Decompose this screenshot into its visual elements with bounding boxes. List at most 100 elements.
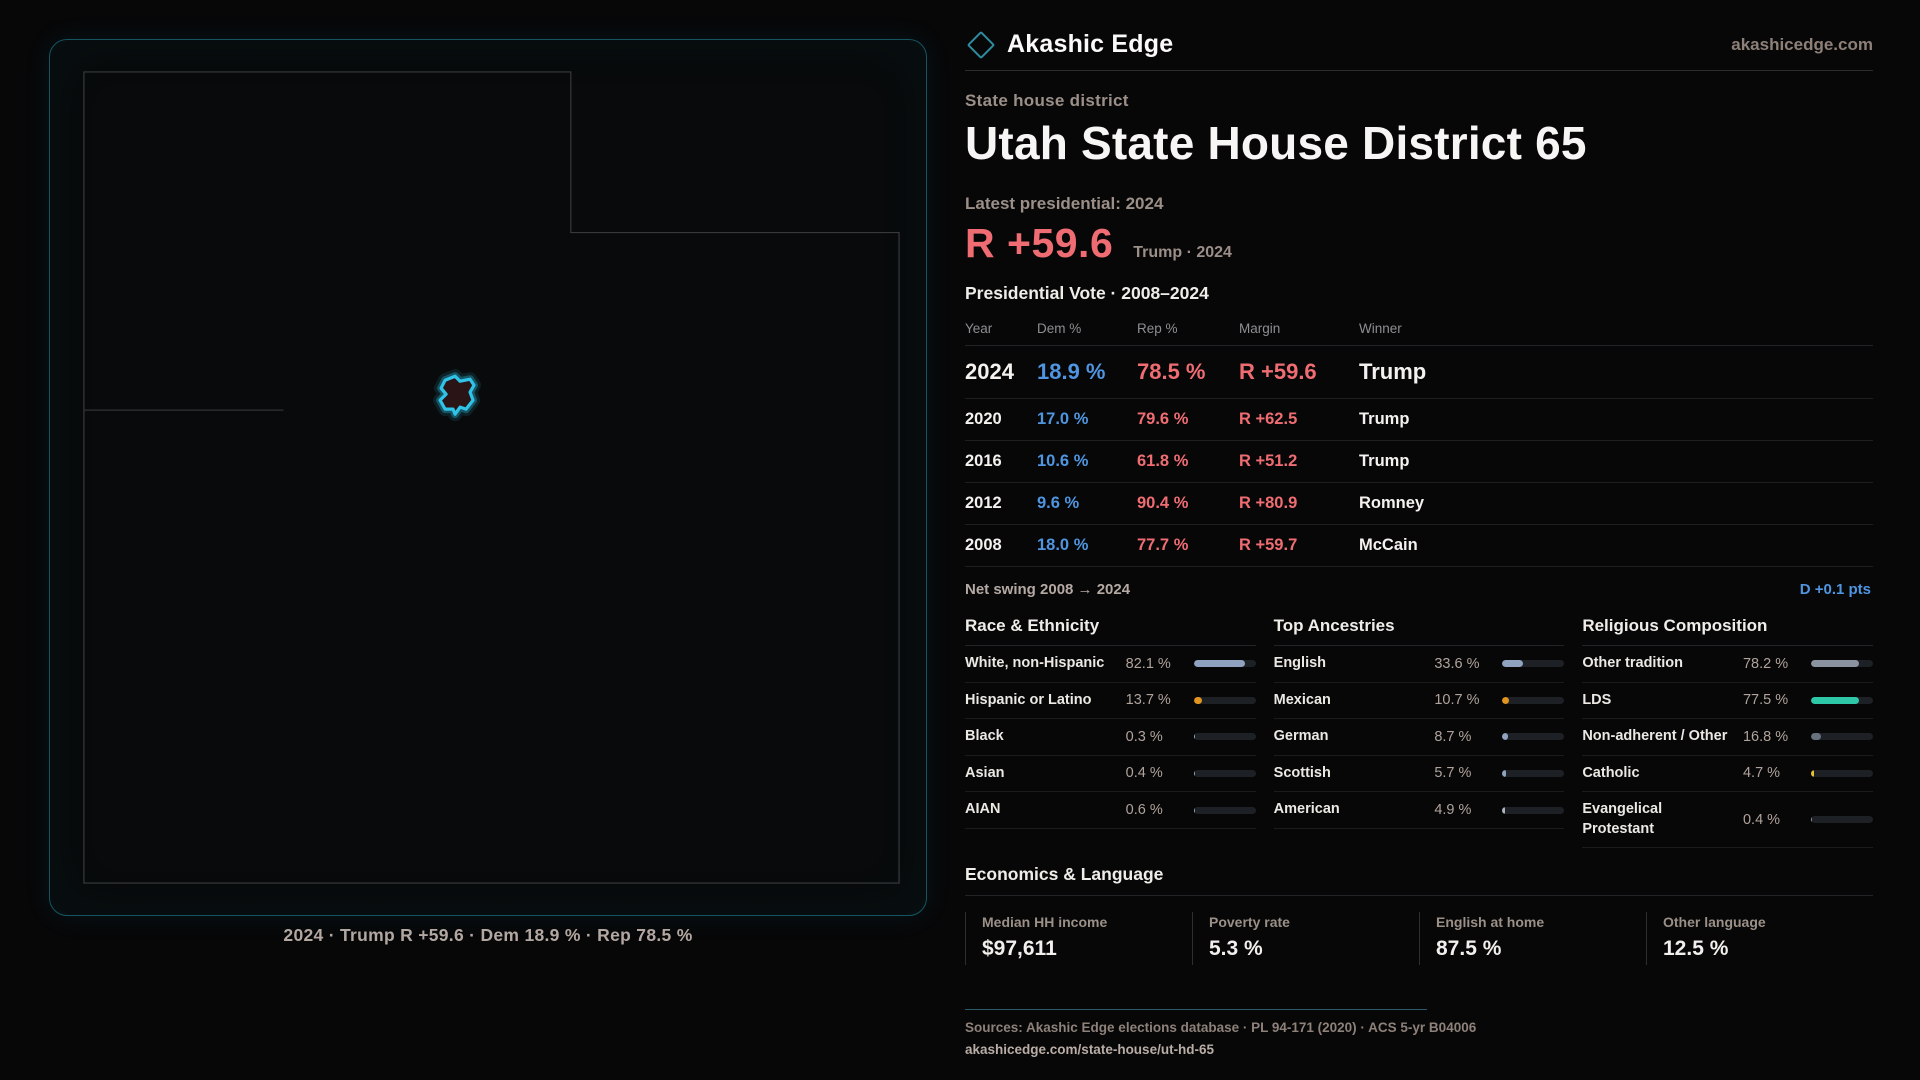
stat-bar <box>1502 806 1565 814</box>
col-winner: Winner <box>1359 321 1402 336</box>
race-ethnicity-column: Race & Ethnicity White, non-Hispanic 82.… <box>965 616 1256 848</box>
section-title: Religious Composition <box>1582 616 1873 646</box>
cell-year: 2020 <box>965 410 1002 428</box>
table-row-2020: 2020 17.0 % 79.6 % R +62.5 Trump <box>965 399 1873 441</box>
religious-composition-column: Religious Composition Other tradition 78… <box>1582 616 1873 849</box>
section-title: Top Ancestries <box>1273 616 1565 646</box>
stat-bar <box>1810 769 1873 777</box>
top-ancestries-column: Top Ancestries English 33.6 % Mexican 10… <box>1273 616 1565 848</box>
stat-bar <box>1193 733 1256 741</box>
vote-table-title: Presidential Vote · 2008–2024 <box>965 283 1209 303</box>
demo-row: German 8.7 % <box>1273 719 1565 756</box>
stat-bar <box>1502 660 1565 668</box>
stat-poverty-rate: Poverty rate 5.3 % <box>1192 912 1419 966</box>
stat-english-at-home: English at home 87.5 % <box>1419 912 1646 966</box>
table-row-2016: 2016 10.6 % 61.8 % R +51.2 Trump <box>965 441 1873 483</box>
cell-winner: Trump <box>1359 452 1410 470</box>
cell-rep: 90.4 % <box>1137 494 1189 512</box>
section-title: Race & Ethnicity <box>965 616 1256 646</box>
page-title: Utah State House District 65 <box>965 117 1587 169</box>
footer: Sources: Akashic Edge elections database… <box>965 1009 1873 1059</box>
demographics-section: Race & Ethnicity White, non-Hispanic 82.… <box>965 616 1873 849</box>
cell-rep: 79.6 % <box>1137 410 1189 428</box>
cell-year: 2008 <box>965 536 1002 554</box>
header-divider <box>965 70 1873 71</box>
cell-winner: Trump <box>1359 359 1427 384</box>
col-margin: Margin <box>1239 321 1281 336</box>
sources-line: Sources: Akashic Edge elections database… <box>965 1020 1477 1036</box>
stat-bar <box>1810 696 1873 704</box>
stat-bar <box>1810 816 1873 824</box>
cell-margin: R +59.7 <box>1239 536 1298 554</box>
cell-rep: 77.7 % <box>1137 536 1189 554</box>
table-row-2008: 2008 18.0 % 77.7 % R +59.7 McCain <box>965 525 1873 567</box>
col-year: Year <box>965 321 993 336</box>
footer-divider <box>965 1009 1427 1011</box>
stat-bar <box>1502 733 1565 741</box>
cell-winner: McCain <box>1359 536 1418 554</box>
col-dem: Dem % <box>1037 321 1082 336</box>
stat-bar <box>1810 733 1873 741</box>
brand-name: Akashic Edge <box>1007 30 1174 58</box>
cell-dem: 18.0 % <box>1037 536 1089 554</box>
economics-title: Economics & Language <box>965 864 1873 897</box>
net-swing-label: Net swing 2008 → 2024 <box>965 581 1131 598</box>
detail-panel: Akashic Edge akashicedge.com State house… <box>965 0 1873 1059</box>
table-row-2012: 2012 9.6 % 90.4 % R +80.9 Romney <box>965 483 1873 525</box>
cell-margin: R +62.5 <box>1239 410 1298 428</box>
cell-margin: R +51.2 <box>1239 452 1298 470</box>
cell-winner: Romney <box>1359 494 1425 512</box>
stat-bar <box>1502 769 1565 777</box>
cell-year: 2016 <box>965 452 1002 470</box>
utah-map <box>83 71 900 884</box>
latest-presidential-label: Latest presidential: 2024 <box>965 194 1164 213</box>
district-65-shape <box>433 369 482 422</box>
table-row-2024: 2024 18.9 % 78.5 % R +59.6 Trump <box>965 346 1873 399</box>
cell-dem: 18.9 % <box>1037 359 1106 384</box>
demo-row: White, non-Hispanic 82.1 % <box>965 646 1256 683</box>
demo-row: Catholic 4.7 % <box>1582 756 1873 793</box>
stat-median-hh-income: Median HH income $97,611 <box>965 912 1192 966</box>
demo-row: Scottish 5.7 % <box>1273 756 1565 793</box>
cell-margin: R +80.9 <box>1239 494 1298 512</box>
cell-dem: 17.0 % <box>1037 410 1089 428</box>
stat-bar <box>1193 660 1256 668</box>
stat-bar <box>1193 806 1256 814</box>
demo-row: American 4.9 % <box>1273 792 1565 829</box>
presidential-vote-table: Year Dem % Rep % Margin Winner 2024 18.9… <box>965 314 1873 567</box>
cell-dem: 10.6 % <box>1037 452 1089 470</box>
brand-domain-link[interactable]: akashicedge.com <box>1731 34 1873 54</box>
cell-margin: R +59.6 <box>1239 359 1317 384</box>
stat-bar <box>1193 696 1256 704</box>
utah-outline <box>83 71 900 884</box>
headline-margin: R +59.6 <box>965 220 1114 266</box>
header: Akashic Edge akashicedge.com <box>965 0 1873 59</box>
demo-row: Mexican 10.7 % <box>1273 683 1565 720</box>
demo-row: Non-adherent / Other 16.8 % <box>1582 719 1873 756</box>
cell-rep: 78.5 % <box>1137 359 1206 384</box>
stat-bar <box>1502 696 1565 704</box>
stat-other-language: Other language 12.5 % <box>1646 912 1873 966</box>
demo-row: LDS 77.5 % <box>1582 683 1873 720</box>
diamond-logo-icon <box>966 30 996 59</box>
col-rep: Rep % <box>1137 321 1178 336</box>
demo-row: Asian 0.4 % <box>965 756 1256 793</box>
cell-dem: 9.6 % <box>1037 494 1080 512</box>
headline-margin-row: R +59.6 Trump · 2024 <box>965 220 1873 267</box>
cell-year: 2024 <box>965 359 1014 384</box>
economics-stats: Median HH income $97,611 Poverty rate 5.… <box>965 912 1873 966</box>
cell-rep: 61.8 % <box>1137 452 1189 470</box>
demo-row: Other tradition 78.2 % <box>1582 646 1873 683</box>
demo-row: Black 0.3 % <box>965 719 1256 756</box>
demo-row: AIAN 0.6 % <box>965 792 1256 829</box>
stat-bar <box>1193 769 1256 777</box>
demo-row: Hispanic or Latino 13.7 % <box>965 683 1256 720</box>
permalink[interactable]: akashicedge.com/state-house/ut-hd-65 <box>965 1042 1215 1058</box>
table-header-row: Year Dem % Rep % Margin Winner <box>965 314 1873 346</box>
state-map-panel <box>49 39 927 916</box>
cell-year: 2012 <box>965 494 1002 512</box>
stat-bar <box>1810 660 1873 668</box>
map-caption: 2024 · Trump R +59.6 · Dem 18.9 % · Rep … <box>283 925 693 945</box>
net-swing-value: D +0.1 pts <box>1799 581 1871 598</box>
